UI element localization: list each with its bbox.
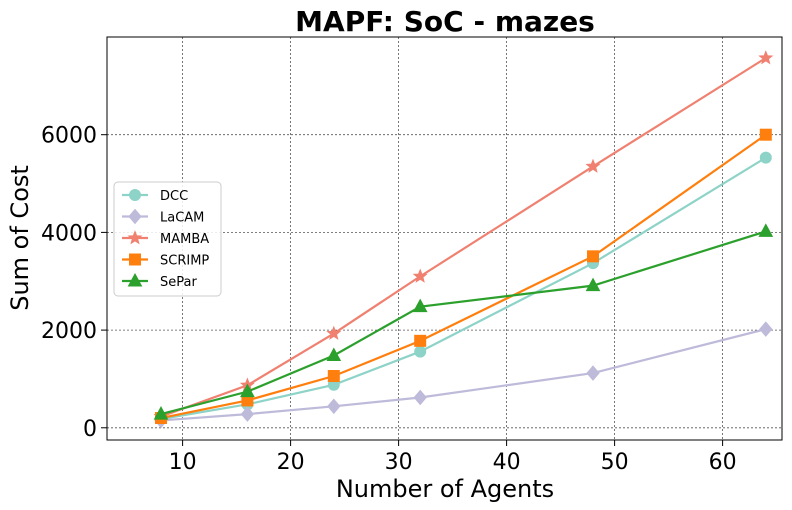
x-tick-label: 50: [601, 450, 629, 475]
legend-marker-lacam: [128, 208, 142, 225]
series-lacam: [154, 321, 773, 429]
y-axis-label: Sum of Cost: [6, 165, 34, 311]
legend-marker-mamba: [127, 230, 143, 245]
x-tick-label: 30: [385, 450, 413, 475]
plot-frame: [106, 36, 783, 441]
data-point-scrimp: [414, 334, 427, 347]
data-point-lacam: [240, 406, 255, 422]
data-point-lacam: [327, 398, 341, 415]
data-point-separ: [240, 383, 255, 398]
legend-box: [113, 181, 222, 297]
legend-marker-scrimp: [129, 253, 141, 266]
ticks: 10 20 30 40 50 60 0 2000 4000 6000: [41, 124, 737, 475]
legend-label-separ: SePar: [160, 275, 197, 290]
data-point-scrimp: [327, 370, 340, 383]
chart-title: MAPF: SoC - mazes: [295, 5, 595, 38]
x-tick-label: 40: [493, 450, 521, 475]
series-line-mamba: [160, 57, 767, 418]
data-point-dcc: [759, 151, 772, 164]
series-line-scrimp: [160, 133, 767, 420]
legend-label-dcc: DCC: [160, 189, 188, 204]
legend-marker-separ: [127, 272, 143, 287]
series-line-dcc: [160, 156, 767, 421]
x-tick-label: 20: [277, 450, 305, 475]
data-point-lacam: [759, 321, 773, 337]
data-point-mamba: [758, 50, 774, 65]
y-tick-label: 2000: [41, 319, 97, 344]
y-tick-label: 0: [83, 417, 97, 442]
data-point-scrimp: [759, 128, 772, 141]
x-tick-label: 10: [169, 450, 197, 475]
legend: DCC LaCAM MAMBA SCRIMP SePar: [113, 181, 222, 297]
legend-label-lacam: LaCAM: [160, 211, 204, 226]
data-point-separ: [585, 277, 601, 292]
series-layer: [153, 50, 774, 429]
y-tick-label: 4000: [41, 221, 97, 246]
legend-marker-dcc: [129, 189, 141, 201]
series-mamba: [153, 50, 774, 423]
series-separ: [153, 223, 774, 420]
data-point-mamba: [326, 325, 342, 340]
series-line-separ: [160, 230, 767, 416]
data-point-scrimp: [587, 250, 599, 263]
data-point-lacam: [586, 365, 600, 381]
series-line-lacam: [160, 328, 767, 422]
legend-label-mamba: MAMBA: [160, 232, 209, 247]
data-point-separ: [326, 347, 342, 361]
legend-label-scrimp: SCRIMP: [160, 254, 209, 269]
data-point-mamba: [412, 268, 428, 283]
data-point-separ: [412, 298, 428, 313]
data-point-dcc: [414, 345, 427, 358]
data-point-separ: [153, 406, 169, 420]
y-tick-label: 6000: [41, 124, 97, 149]
data-point-lacam: [413, 389, 427, 406]
data-point-mamba: [585, 158, 601, 173]
x-tick-label: 60: [709, 450, 737, 475]
x-axis-label: Number of Agents: [336, 475, 554, 503]
data-point-separ: [758, 223, 774, 237]
